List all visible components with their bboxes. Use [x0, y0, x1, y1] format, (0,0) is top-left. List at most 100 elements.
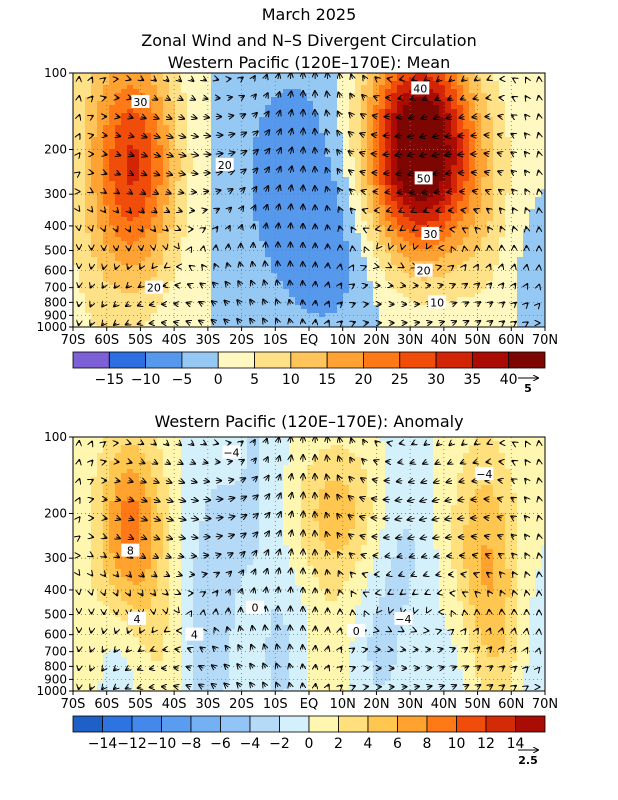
field-cell — [85, 265, 92, 270]
field-cell — [205, 193, 212, 198]
field-cell — [451, 81, 458, 86]
field-cell — [229, 313, 236, 318]
field-cell — [385, 313, 392, 318]
field-cell — [325, 177, 332, 182]
field-cell — [133, 81, 140, 86]
field-cell — [223, 185, 230, 190]
field-cell — [205, 261, 212, 266]
field-cell — [451, 313, 458, 318]
field-cell — [451, 145, 458, 150]
field-cell — [151, 89, 158, 94]
field-cell — [169, 165, 176, 170]
field-cell — [283, 109, 290, 114]
field-cell — [361, 317, 368, 322]
field-cell — [379, 81, 386, 86]
field-cell — [157, 253, 164, 258]
field-cell — [355, 189, 362, 194]
field-cell — [163, 265, 170, 270]
field-cell — [445, 301, 452, 306]
field-cell — [73, 153, 80, 158]
field-cell — [169, 169, 176, 174]
field-cell — [217, 297, 224, 302]
field-cell — [385, 257, 392, 262]
field-cell — [481, 117, 488, 122]
field-cell — [127, 253, 134, 258]
field-cell — [211, 233, 218, 238]
field-cell — [511, 89, 518, 94]
field-cell — [247, 153, 254, 158]
field-cell — [331, 225, 338, 230]
field-cell — [307, 253, 314, 258]
field-cell — [85, 169, 92, 174]
field-cell — [139, 177, 146, 182]
field-cell — [85, 189, 92, 194]
field-cell — [151, 297, 158, 302]
field-cell — [319, 225, 326, 230]
field-cell — [277, 249, 284, 254]
field-cell — [307, 205, 314, 210]
field-cell — [223, 181, 230, 186]
field-cell — [433, 137, 440, 142]
field-cell — [457, 321, 464, 326]
field-cell — [529, 209, 536, 214]
field-cell — [349, 145, 356, 150]
field-cell — [175, 165, 182, 170]
field-cell — [241, 89, 248, 94]
field-cell — [169, 93, 176, 98]
field-cell — [451, 153, 458, 158]
field-cell — [217, 249, 224, 254]
field-cell — [409, 181, 416, 186]
field-cell — [409, 277, 416, 282]
field-cell — [451, 197, 458, 202]
field-cell — [463, 293, 470, 298]
field-cell — [535, 217, 542, 222]
field-cell — [79, 173, 86, 178]
field-cell — [445, 181, 452, 186]
field-cell — [493, 137, 500, 142]
field-cell — [217, 265, 224, 270]
field-cell — [361, 129, 368, 134]
field-cell — [481, 161, 488, 166]
field-cell — [397, 317, 404, 322]
field-cell — [475, 81, 482, 86]
field-cell — [247, 293, 254, 298]
field-cell — [541, 193, 545, 198]
field-cell — [103, 241, 110, 246]
field-cell — [343, 161, 350, 166]
field-cell — [223, 217, 230, 222]
field-cell — [439, 261, 446, 266]
field-cell — [139, 217, 146, 222]
field-cell — [103, 289, 110, 294]
field-cell — [331, 77, 338, 82]
field-cell — [361, 193, 368, 198]
field-cell — [343, 85, 350, 90]
field-cell — [343, 213, 350, 218]
field-cell — [235, 117, 242, 122]
field-cell — [307, 189, 314, 194]
field-cell — [415, 141, 422, 146]
field-cell — [331, 173, 338, 178]
field-cell — [301, 97, 308, 102]
field-cell — [301, 145, 308, 150]
field-cell — [247, 97, 254, 102]
field-cell — [133, 201, 140, 206]
field-cell — [451, 281, 458, 286]
field-cell — [187, 173, 194, 178]
field-cell — [235, 189, 242, 194]
field-cell — [403, 165, 410, 170]
field-cell — [319, 193, 326, 198]
field-cell — [349, 201, 356, 206]
field-cell — [499, 313, 506, 318]
field-cell — [193, 141, 200, 146]
field-cell — [451, 241, 458, 246]
field-cell — [241, 301, 248, 306]
field-cell — [133, 313, 140, 318]
field-cell — [343, 265, 350, 270]
field-cell — [79, 297, 86, 302]
field-cell — [313, 205, 320, 210]
field-cell — [127, 269, 134, 274]
field-cell — [217, 253, 224, 258]
field-cell — [535, 109, 542, 114]
field-cell — [529, 289, 536, 294]
field-cell — [295, 121, 302, 126]
